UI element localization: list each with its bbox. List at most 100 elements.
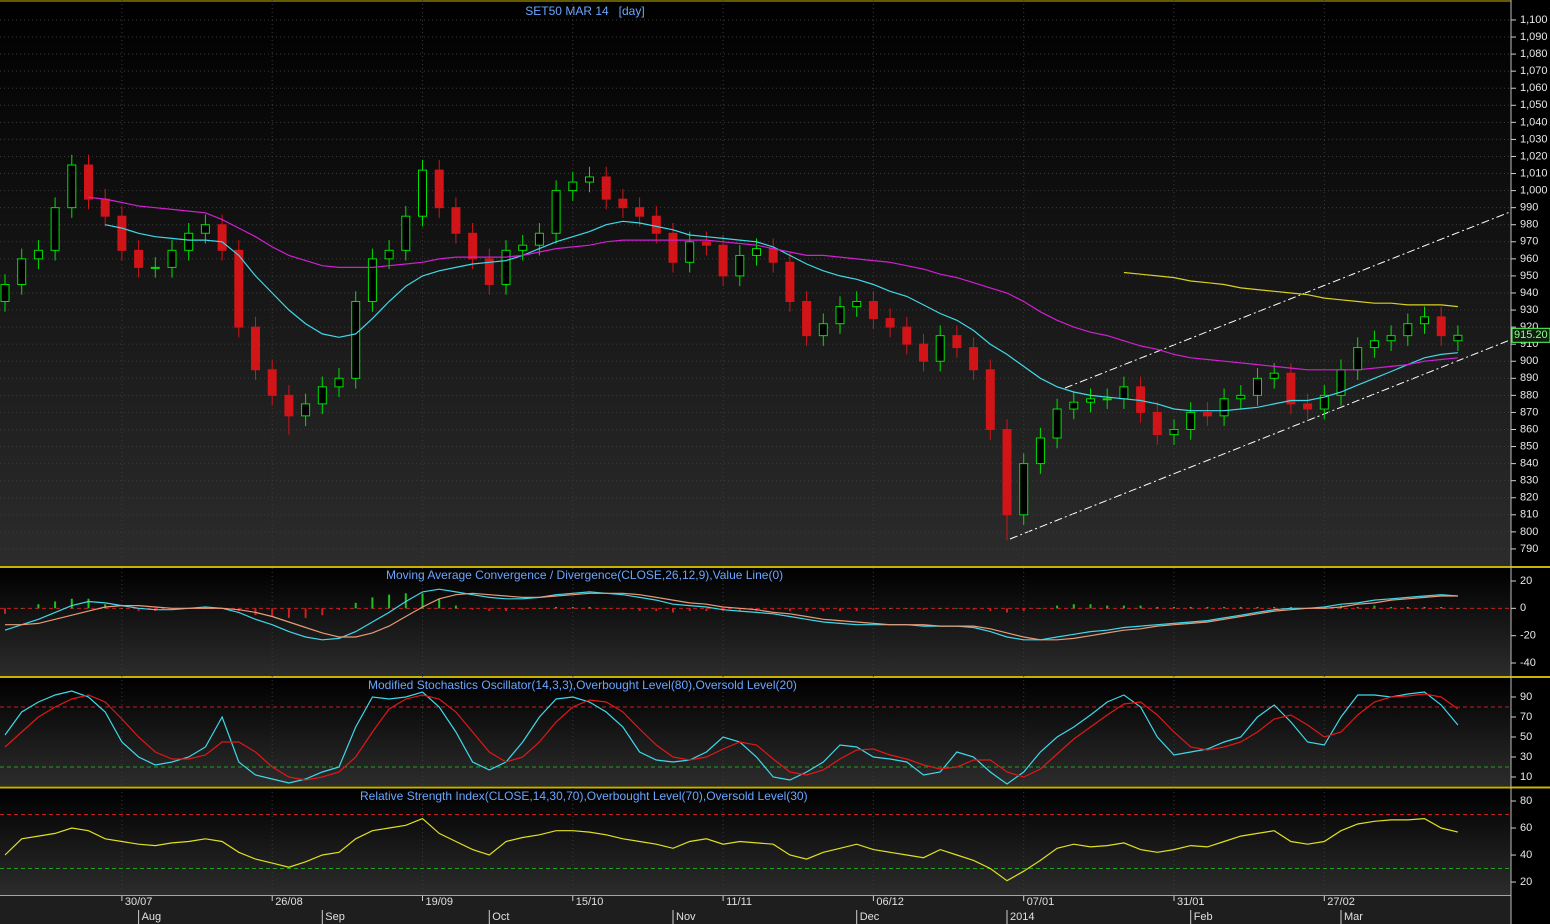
candle-body	[1169, 428, 1179, 436]
candle-body	[301, 403, 311, 417]
y-tick-label: 1,070	[1520, 65, 1548, 77]
histogram-bar	[1256, 606, 1259, 609]
histogram-bar	[972, 608, 975, 610]
candle-body	[568, 181, 578, 192]
candle-body	[33, 249, 43, 260]
candle-body	[835, 306, 845, 325]
x-tick-label: 07/01	[1027, 896, 1055, 908]
candle-body	[768, 248, 778, 263]
y-tick-label: -40	[1520, 657, 1536, 669]
histogram-bar	[989, 608, 992, 612]
histogram-bar	[955, 608, 958, 609]
histogram-bar	[120, 608, 123, 609]
candle-body	[150, 266, 160, 269]
y-tick-label: 1,060	[1520, 82, 1548, 94]
candle-body	[601, 176, 611, 200]
candle-body	[267, 369, 277, 396]
histogram-bar	[1039, 608, 1042, 609]
candle-body	[100, 198, 110, 217]
y-tick-label: 810	[1520, 509, 1538, 521]
rsi-panel	[0, 789, 1511, 895]
candle-body	[718, 244, 728, 277]
histogram-bar	[204, 606, 207, 609]
time-axis	[0, 896, 1511, 924]
x-period-label: Oct	[492, 911, 509, 923]
histogram-bar	[805, 608, 808, 612]
candle-body	[1369, 340, 1379, 349]
y-tick-label: 10	[1520, 771, 1532, 783]
histogram-bar	[505, 608, 507, 612]
candle-body	[668, 232, 678, 263]
histogram-bar	[621, 608, 624, 610]
histogram-bar	[1323, 606, 1326, 609]
candle-body	[1219, 398, 1229, 417]
candle-body	[885, 318, 895, 328]
candle-body	[635, 207, 645, 217]
candle-body	[1069, 401, 1079, 410]
y-tick-label: 1,030	[1520, 133, 1548, 145]
candle-body	[785, 261, 795, 303]
candle-body	[1035, 437, 1045, 465]
candle-body	[969, 347, 979, 371]
candle-body	[1453, 334, 1463, 342]
histogram-bar	[438, 598, 441, 609]
histogram-bar	[321, 608, 324, 616]
histogram-bar	[1289, 606, 1292, 609]
indicator-line	[4, 693, 1459, 781]
y-tick-label: 940	[1520, 287, 1538, 299]
candle-body	[1019, 463, 1029, 516]
y-tick-label: 60	[1520, 822, 1532, 834]
candle-body	[367, 258, 377, 303]
candle-body	[1002, 428, 1012, 516]
candle-body	[1386, 335, 1396, 342]
histogram-bar	[905, 608, 908, 609]
histogram-bar	[1440, 606, 1443, 609]
histogram-bar	[271, 608, 274, 617]
histogram-bar	[672, 608, 674, 613]
candle-body	[1202, 411, 1212, 417]
y-tick-label: 800	[1520, 526, 1538, 538]
trend-line	[1009, 339, 1511, 540]
histogram-bar	[1456, 608, 1459, 609]
candle-body	[1253, 377, 1262, 396]
candle-body	[251, 326, 260, 371]
candle-body	[1403, 323, 1413, 337]
histogram-bar	[1089, 604, 1092, 609]
histogram-bar	[1273, 606, 1276, 609]
y-tick-label: 880	[1520, 389, 1538, 401]
y-tick-label: 790	[1520, 543, 1538, 555]
histogram-bar	[1356, 606, 1359, 609]
candle-body	[685, 241, 695, 263]
y-tick-label: 890	[1520, 372, 1538, 384]
histogram-bar	[705, 608, 708, 612]
histogram-bar	[388, 594, 391, 609]
candle-body	[701, 241, 711, 246]
histogram-bar	[521, 608, 524, 610]
candle-body	[0, 283, 10, 303]
candle-body	[1152, 411, 1162, 436]
histogram-bar	[555, 606, 558, 609]
candle-body	[1052, 408, 1062, 439]
y-tick-label: 960	[1520, 253, 1538, 265]
histogram-bar	[171, 608, 173, 610]
histogram-bar	[454, 605, 457, 609]
histogram-bar	[371, 597, 374, 609]
histogram-bar	[1406, 606, 1409, 609]
histogram-bar	[1173, 606, 1175, 609]
y-tick-label: 1,040	[1520, 116, 1548, 128]
histogram-bar	[822, 608, 825, 612]
candle-body	[1086, 398, 1095, 403]
histogram-bar	[54, 601, 57, 609]
stochastic-panel	[0, 678, 1511, 786]
candle-body	[84, 164, 93, 200]
candle-body	[1286, 372, 1296, 405]
candle-body	[451, 207, 461, 234]
candle-body	[919, 343, 928, 362]
indicator-line	[4, 817, 1459, 882]
histogram-bar	[688, 608, 691, 612]
histogram-bar	[939, 608, 942, 609]
histogram-bar	[488, 608, 491, 612]
histogram-bar	[1006, 608, 1008, 613]
panel-title: Modified Stochastics Oscillator(14,3,3),…	[368, 678, 797, 692]
